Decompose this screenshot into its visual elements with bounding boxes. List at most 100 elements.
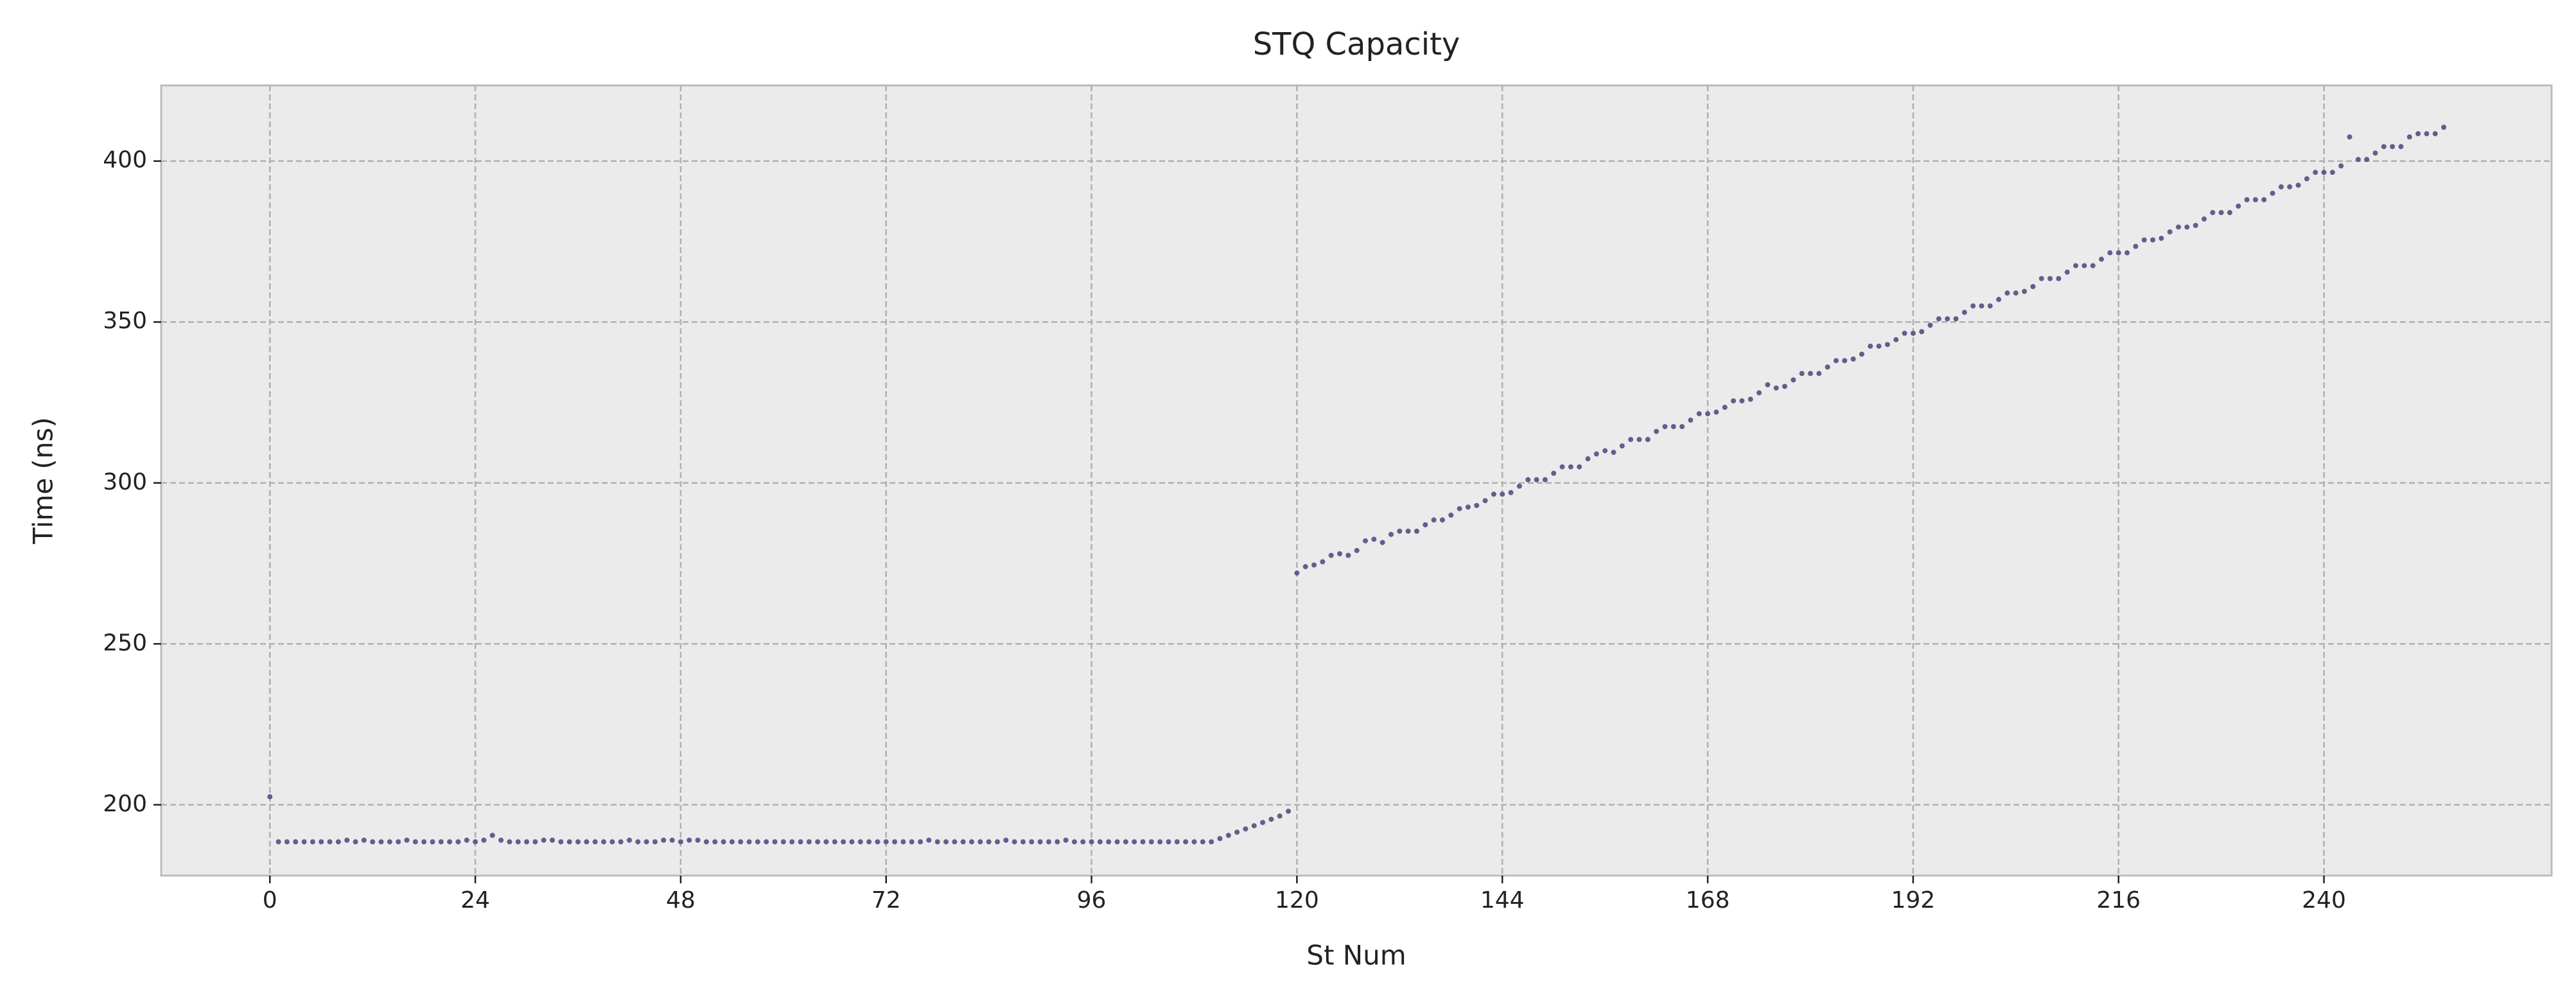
point <box>2355 157 2361 163</box>
point <box>1791 377 1796 383</box>
y-tick-label: 350 <box>103 308 147 334</box>
point <box>1080 839 1086 845</box>
point <box>1388 531 1394 537</box>
x-tick-label: 0 <box>263 887 277 913</box>
point <box>2227 209 2232 215</box>
point <box>703 839 709 845</box>
point <box>438 839 444 845</box>
point <box>1362 538 1368 543</box>
point <box>2073 263 2079 269</box>
point <box>2287 184 2293 190</box>
point <box>1670 424 1676 430</box>
point <box>661 837 667 843</box>
point <box>2193 222 2198 228</box>
point <box>986 839 992 845</box>
point <box>772 839 778 845</box>
point <box>1893 337 1899 342</box>
point <box>618 839 624 845</box>
point <box>2107 250 2113 256</box>
point <box>1423 522 1428 527</box>
point <box>609 839 615 845</box>
point <box>464 837 469 843</box>
point <box>926 837 932 843</box>
point <box>644 839 649 845</box>
point <box>1345 552 1351 558</box>
point <box>1055 839 1060 845</box>
point <box>1148 839 1154 845</box>
point <box>566 839 572 845</box>
point <box>1174 839 1180 845</box>
point <box>1234 829 1240 835</box>
point <box>1534 477 1539 482</box>
point <box>387 839 392 845</box>
point <box>584 839 590 845</box>
point <box>1183 839 1189 845</box>
point <box>1132 839 1137 845</box>
point <box>2364 157 2370 163</box>
point <box>1414 528 1419 534</box>
point <box>447 839 453 845</box>
point <box>293 839 299 845</box>
point <box>1679 424 1685 430</box>
point <box>1628 437 1634 443</box>
point <box>1457 506 1462 511</box>
point <box>832 839 837 845</box>
point <box>2141 237 2147 243</box>
point <box>2441 125 2447 130</box>
x-tick-label: 240 <box>2302 887 2346 913</box>
point <box>1089 839 1094 845</box>
point <box>1559 464 1565 470</box>
x-tick-label: 96 <box>1077 887 1107 913</box>
point <box>370 839 376 845</box>
point <box>2125 250 2130 256</box>
point <box>1029 839 1035 845</box>
point <box>780 839 786 845</box>
point <box>746 839 752 845</box>
point <box>875 839 881 845</box>
point <box>977 839 983 845</box>
point <box>1705 411 1711 417</box>
point <box>2133 243 2139 249</box>
point <box>2175 224 2181 230</box>
point <box>1611 450 1617 455</box>
point <box>575 839 581 845</box>
point <box>455 839 461 845</box>
point <box>2047 276 2053 281</box>
point <box>1302 564 1308 570</box>
point <box>798 839 803 845</box>
point <box>2329 170 2335 175</box>
point <box>994 839 1000 845</box>
point <box>1833 358 1839 364</box>
x-tick-label: 72 <box>872 887 901 913</box>
point <box>1140 839 1146 845</box>
point <box>421 839 427 845</box>
point <box>1354 547 1360 553</box>
point <box>1260 820 1266 825</box>
point <box>507 839 513 845</box>
point <box>2038 276 2044 281</box>
point <box>2004 290 2010 296</box>
point <box>2150 237 2156 243</box>
point <box>2116 250 2121 256</box>
point <box>849 839 855 845</box>
plot-area <box>160 84 2553 877</box>
point <box>934 839 940 845</box>
point <box>2210 209 2216 215</box>
point <box>310 839 315 845</box>
point <box>866 839 872 845</box>
point <box>1525 477 1531 482</box>
point <box>1636 437 1642 443</box>
point <box>678 839 683 845</box>
point <box>558 839 564 845</box>
point <box>1243 826 1249 832</box>
point <box>2295 182 2301 188</box>
point <box>396 839 401 845</box>
point <box>1320 559 1326 565</box>
point <box>1071 839 1077 845</box>
point <box>815 839 821 845</box>
point <box>600 839 606 845</box>
point <box>1225 833 1231 838</box>
point <box>327 839 333 845</box>
point <box>1602 448 1608 454</box>
point <box>2372 150 2378 156</box>
